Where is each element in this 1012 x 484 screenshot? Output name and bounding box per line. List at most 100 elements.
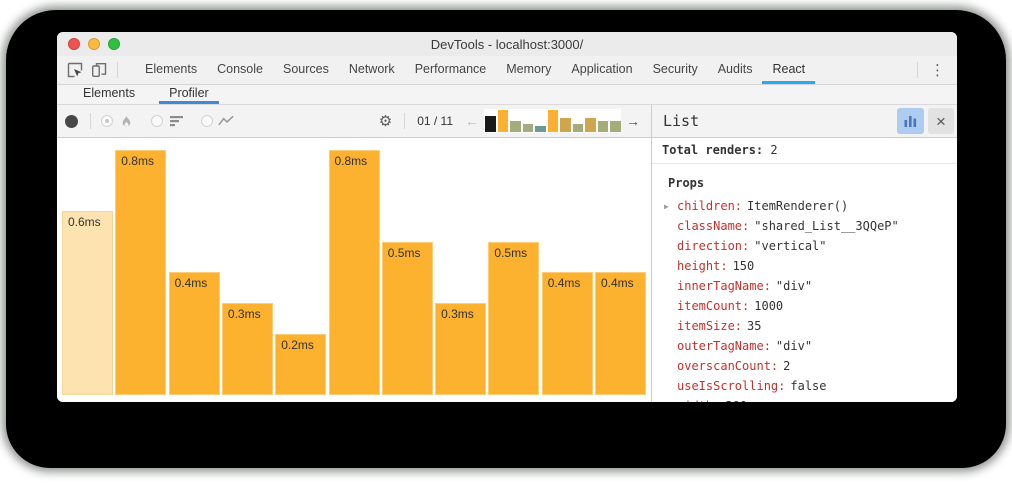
commit-bar-label: 0.4ms	[174, 276, 208, 290]
prop-row-children[interactable]: ▶ children: ItemRenderer()	[652, 196, 957, 216]
tab-sources[interactable]: Sources	[282, 61, 329, 76]
toolbar-band: ⚙ 01 / 11 ← → List ×	[57, 105, 957, 138]
snapshot-bar-1-selected[interactable]	[485, 116, 496, 132]
tab-elements[interactable]: Elements	[145, 61, 198, 76]
snapshot-bar-3[interactable]	[510, 121, 521, 132]
react-tabbar: Elements Profiler	[57, 85, 957, 105]
prop-value: "div"	[775, 339, 813, 353]
record-icon[interactable]	[65, 114, 78, 128]
zoom-window-button[interactable]	[108, 38, 120, 50]
commit-bar-7[interactable]: 0.5ms	[381, 242, 433, 395]
inspect-element-icon[interactable]	[66, 62, 83, 79]
snapshot-bar-9[interactable]	[585, 118, 596, 132]
expand-triangle-icon[interactable]: ▶	[664, 201, 669, 211]
commit-bar-5[interactable]: 0.2ms	[275, 334, 327, 395]
interactions-mode[interactable]	[201, 113, 235, 130]
snapshot-bar-8[interactable]	[572, 124, 583, 132]
profiler-toolbar: ⚙ 01 / 11 ← →	[57, 105, 651, 138]
commit-bar-label: 0.5ms	[494, 246, 528, 260]
commit-bar-2[interactable]: 0.8ms	[115, 150, 167, 395]
tab-security[interactable]: Security	[652, 61, 698, 76]
commit-bar-4[interactable]: 0.3ms	[221, 303, 273, 395]
view-chart-button[interactable]	[897, 108, 924, 134]
close-window-button[interactable]	[68, 38, 80, 50]
commit-bar-9[interactable]: 0.5ms	[488, 242, 540, 395]
prop-row-itemCount: ▶itemCount:1000	[652, 296, 957, 316]
prop-name: itemCount:	[677, 299, 750, 313]
minimize-window-button[interactable]	[88, 38, 100, 50]
prop-row-useIsScrolling: ▶useIsScrolling:false	[652, 376, 957, 396]
snapshot-bar-11[interactable]	[610, 121, 621, 132]
ranked-radio[interactable]	[151, 115, 163, 127]
prop-row-className: ▶className:"shared_List__3QQeP"	[652, 216, 957, 236]
content-band: 0.6ms 0.8ms 0.4ms 0.3ms 0.2ms 0.8ms 0.5ms 0.3ms…	[57, 138, 957, 402]
commit-bar-6[interactable]: 0.8ms	[328, 150, 380, 395]
close-icon: ×	[936, 111, 946, 131]
tab-audits[interactable]: Audits	[717, 61, 753, 76]
prop-name: height:	[677, 259, 728, 273]
total-renders-label: Total renders:	[662, 143, 764, 157]
component-panel-body: Total renders: 2 Props ▶ children: ItemRen…	[652, 138, 957, 402]
commit-bar-label: 0.8ms	[121, 154, 154, 168]
commit-bar-label: 0.3ms	[227, 307, 261, 321]
tab-react[interactable]: React	[762, 56, 816, 84]
flamegraph-mode[interactable]	[101, 113, 135, 130]
props-heading: Props	[668, 176, 705, 190]
snapshot-bar-4[interactable]	[522, 124, 533, 132]
devtools-tabbar: Elements Console Sources Network Performance…	[57, 56, 957, 85]
flame-icon[interactable]	[118, 113, 135, 130]
snapshot-bar-2[interactable]	[497, 110, 508, 132]
traffic-lights	[68, 38, 120, 50]
react-tab-profiler[interactable]: Profiler	[159, 85, 219, 104]
prop-name: width:	[677, 399, 720, 402]
ranked-chart-icon[interactable]	[168, 113, 185, 130]
flamegraph-radio[interactable]	[101, 115, 113, 127]
settings-gear-icon[interactable]: ⚙	[378, 112, 393, 130]
next-commit-icon[interactable]: →	[626, 113, 640, 129]
commit-bar-10[interactable]: 0.4ms	[541, 272, 593, 395]
tab-performance[interactable]: Performance	[414, 61, 487, 76]
tab-memory[interactable]: Memory	[506, 61, 552, 76]
devtools-window: DevTools - localhost:3000/ Elements Conso…	[57, 32, 957, 402]
selected-component-name: List	[663, 112, 700, 130]
tab-console[interactable]: Console	[217, 61, 263, 76]
commit-bar-label: 0.5ms	[387, 246, 421, 260]
device-toolbar-icon[interactable]	[90, 62, 107, 79]
prop-row-width: ▶width:300	[652, 396, 957, 402]
snapshot-selector[interactable]	[484, 109, 621, 133]
commit-bar-8[interactable]: 0.3ms	[435, 303, 487, 395]
menu-divider	[917, 62, 918, 78]
snapshot-bar-5[interactable]	[535, 126, 546, 132]
react-tabs: Elements Profiler	[73, 85, 233, 104]
tab-application[interactable]: Application	[571, 61, 633, 76]
commit-bar-11[interactable]: 0.4ms	[595, 272, 646, 395]
ranked-mode[interactable]	[151, 113, 185, 130]
panel-divider-2	[651, 138, 652, 402]
prop-name: direction:	[677, 239, 750, 253]
commit-bar-3[interactable]: 0.4ms	[168, 272, 220, 395]
commit-bar-chart: 0.6ms 0.8ms 0.4ms 0.3ms 0.2ms 0.8ms 0.5ms 0.3ms…	[57, 138, 651, 402]
prop-value: 1000	[754, 299, 784, 313]
prop-value: ItemRenderer()	[747, 199, 849, 213]
prop-value: "vertical"	[754, 239, 827, 253]
prop-value: 35	[747, 319, 762, 333]
total-renders: Total renders: 2	[652, 138, 957, 164]
total-renders-value: 2	[763, 143, 778, 157]
more-options-icon[interactable]: ⋮	[930, 61, 945, 79]
snapshot-bar-6[interactable]	[547, 110, 558, 132]
commit-bar-label: 0.3ms	[441, 307, 474, 321]
react-tab-elements[interactable]: Elements	[83, 86, 136, 100]
commit-bar-1[interactable]: 0.6ms	[62, 211, 113, 395]
prop-row-overscanCount: ▶overscanCount:2	[652, 356, 957, 376]
interactions-radio[interactable]	[201, 115, 213, 127]
titlebar[interactable]: DevTools - localhost:3000/	[57, 32, 957, 56]
line-chart-icon[interactable]	[218, 113, 235, 130]
tab-network[interactable]: Network	[348, 61, 395, 76]
snapshot-bar-7[interactable]	[560, 118, 571, 132]
snapshot-bar-10[interactable]	[597, 121, 608, 132]
window-title: DevTools - localhost:3000/	[430, 36, 584, 52]
commit-bar-label: 0.6ms	[68, 215, 101, 229]
previous-commit-icon[interactable]: ←	[465, 113, 479, 129]
close-panel-button[interactable]: ×	[928, 108, 954, 134]
commit-bar-label: 0.4ms	[547, 276, 581, 290]
